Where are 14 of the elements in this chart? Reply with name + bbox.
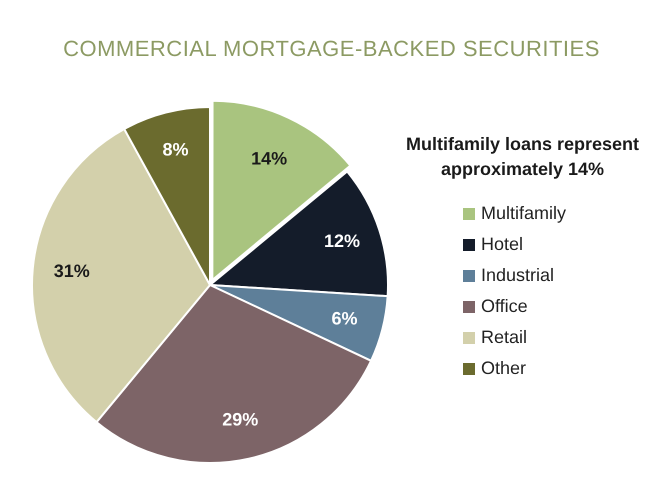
chart-title: COMMERCIAL MORTGAGE-BACKED SECURITIES [62, 36, 601, 62]
legend-label: Industrial [481, 265, 554, 286]
data-label: 6% [331, 308, 358, 328]
legend-label: Multifamily [481, 203, 566, 224]
legend-label: Retail [481, 327, 528, 348]
data-label: 8% [162, 139, 188, 160]
legend-label: Hotel [481, 234, 524, 255]
data-label: 31% [54, 260, 90, 281]
text: Multifamily loans represent approximately 14% [404, 133, 640, 181]
data-label: 12% [324, 231, 360, 252]
data-label: 14% [251, 148, 288, 168]
legend-label: Office [481, 296, 528, 317]
legend-label: Other [481, 358, 526, 379]
data-label: 29% [222, 409, 258, 430]
